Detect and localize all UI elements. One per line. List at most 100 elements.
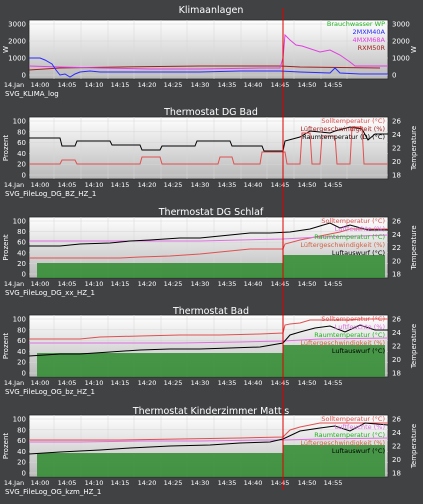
panel-caption: SVG_KLIMA_log: [5, 90, 59, 98]
panel-caption: SVG_FileLog_OG_kzm_HZ_1: [5, 488, 101, 496]
time-tick-label: 14:10: [85, 479, 104, 487]
left-tick-label: 0: [22, 172, 26, 180]
time-tick-label: 14:25: [164, 379, 183, 387]
time-tick-label: 14:25: [164, 280, 183, 288]
left-tick-label: 0: [22, 271, 26, 279]
time-tick-label: 14:00: [31, 280, 50, 288]
time-tick-label: 14:05: [58, 181, 77, 189]
plot-panel: Thermostat DG Bad 100 80 60 40 20 0 26 24 22 20 18 P…: [2, 107, 418, 198]
time-tick-label: 14:40: [244, 479, 263, 487]
time-tick-label: 14:10: [85, 181, 104, 189]
series-line: [29, 126, 388, 152]
right-tick-label: 22: [392, 343, 401, 351]
plot-panel: Klimaanlagen 3000 2000 1000 0 3000 2000 1000 0 W W…: [2, 5, 418, 98]
right-tick-label: 26: [392, 218, 401, 226]
right-tick-label: 18: [392, 172, 401, 180]
time-tick-label: 14:20: [138, 379, 157, 387]
right-tick-label: 18: [392, 370, 401, 378]
time-tick-label: 14:20: [138, 181, 157, 189]
panel-title: Thermostat DG Schlaf: [158, 207, 264, 218]
time-tick-label: 14:55: [324, 479, 343, 487]
right-axis-label: Temperature: [410, 424, 418, 469]
legend-entry: Lüftergeschwindigkeit (%): [300, 339, 385, 347]
left-tick-label: 20: [17, 359, 26, 367]
left-tick-label: 60: [17, 437, 26, 445]
time-tick-label: 14:15: [111, 479, 130, 487]
panel-title: Thermostat DG Bad: [163, 107, 258, 118]
series-line: [29, 437, 389, 443]
left-tick-label: 3000: [8, 21, 26, 29]
legend-entry: Luftauswurf (°C): [332, 347, 385, 355]
green-fill-area: [283, 255, 385, 278]
left-tick-label: 100: [13, 316, 26, 324]
right-axis-label: Temperature: [410, 126, 418, 171]
left-tick-label: 40: [17, 448, 26, 456]
left-axis-label: Prozent: [2, 135, 10, 162]
left-tick-label: 40: [17, 348, 26, 356]
time-tick-label: 14:35: [218, 379, 237, 387]
left-tick-label: 100: [13, 218, 26, 226]
time-tick-label: 14:05: [58, 379, 77, 387]
left-tick-label: 40: [17, 150, 26, 158]
legend-entry: Solltemperatur (°C): [321, 117, 385, 125]
right-tick-label: 22: [392, 244, 401, 252]
legend-entry: Solltemperatur (°C): [321, 415, 385, 423]
time-tick-label: 14:30: [191, 280, 210, 288]
left-tick-label: 80: [17, 128, 26, 136]
series-line: [29, 234, 389, 242]
time-tick-label: 14:05: [58, 479, 77, 487]
left-axis-label: Prozent: [2, 333, 10, 360]
time-tick-label: 14:50: [298, 181, 317, 189]
left-tick-label: 80: [17, 426, 26, 434]
legend-entry: Solltemperatur (°C): [321, 315, 385, 323]
right-tick-label: 20: [392, 356, 401, 364]
time-tick-label: 14.Jan: [4, 181, 24, 189]
legend-entry: Raumtemperatur (°C): [314, 233, 385, 241]
left-tick-label: 60: [17, 239, 26, 247]
time-tick-label: 14:35: [218, 181, 237, 189]
time-tick-label: 14:40: [244, 379, 263, 387]
left-axis-label: W: [2, 46, 10, 53]
right-tick-label: 18: [392, 271, 401, 279]
legend-entry: Raumtemperatur (D) (°C): [302, 133, 385, 141]
time-tick-label: 14:00: [31, 379, 50, 387]
legend-entry: 4MXM68A: [352, 36, 385, 44]
time-tick-label: 14.Jan: [4, 479, 24, 487]
right-tick-label: 3000: [392, 21, 410, 29]
legend-entry: Solltemperatur (°C): [321, 217, 385, 225]
right-tick-label: 2000: [392, 38, 410, 46]
left-tick-label: 0: [22, 72, 26, 80]
time-tick-label: 14.Jan: [4, 81, 24, 89]
plot-area: [28, 116, 389, 180]
green-fill-area: [37, 353, 283, 377]
time-tick-label: 14:50: [298, 280, 317, 288]
right-axis-label: W: [410, 46, 418, 53]
time-tick-label: 14.Jan: [4, 280, 24, 288]
time-tick-label: 14:25: [164, 81, 183, 89]
time-tick-label: 14:30: [191, 181, 210, 189]
time-tick-label: 14:05: [58, 280, 77, 288]
time-tick-label: 14:45: [271, 479, 290, 487]
series-line: [28, 422, 389, 455]
series-line: [29, 337, 389, 344]
right-tick-label: 24: [392, 329, 401, 337]
time-tick-label: 14:30: [191, 479, 210, 487]
time-tick-label: 14:30: [191, 81, 210, 89]
left-tick-label: 80: [17, 228, 26, 236]
right-tick-label: 1000: [392, 55, 410, 63]
right-tick-label: 24: [392, 429, 401, 437]
series-line: [29, 422, 388, 441]
series-line: [28, 65, 381, 71]
right-tick-label: 20: [392, 456, 401, 464]
time-tick-label: 14:35: [218, 81, 237, 89]
time-tick-label: 14:50: [298, 379, 317, 387]
series-line: [28, 33, 388, 70]
time-tick-label: 14:25: [164, 181, 183, 189]
left-tick-label: 20: [17, 161, 26, 169]
series-line: [29, 222, 388, 247]
time-tick-label: 14:45: [271, 280, 290, 288]
left-tick-label: 20: [17, 260, 26, 268]
time-tick-label: 14:40: [244, 81, 263, 89]
panel-caption: SVG_FileLog_OG_bz_HZ_1: [5, 388, 95, 396]
